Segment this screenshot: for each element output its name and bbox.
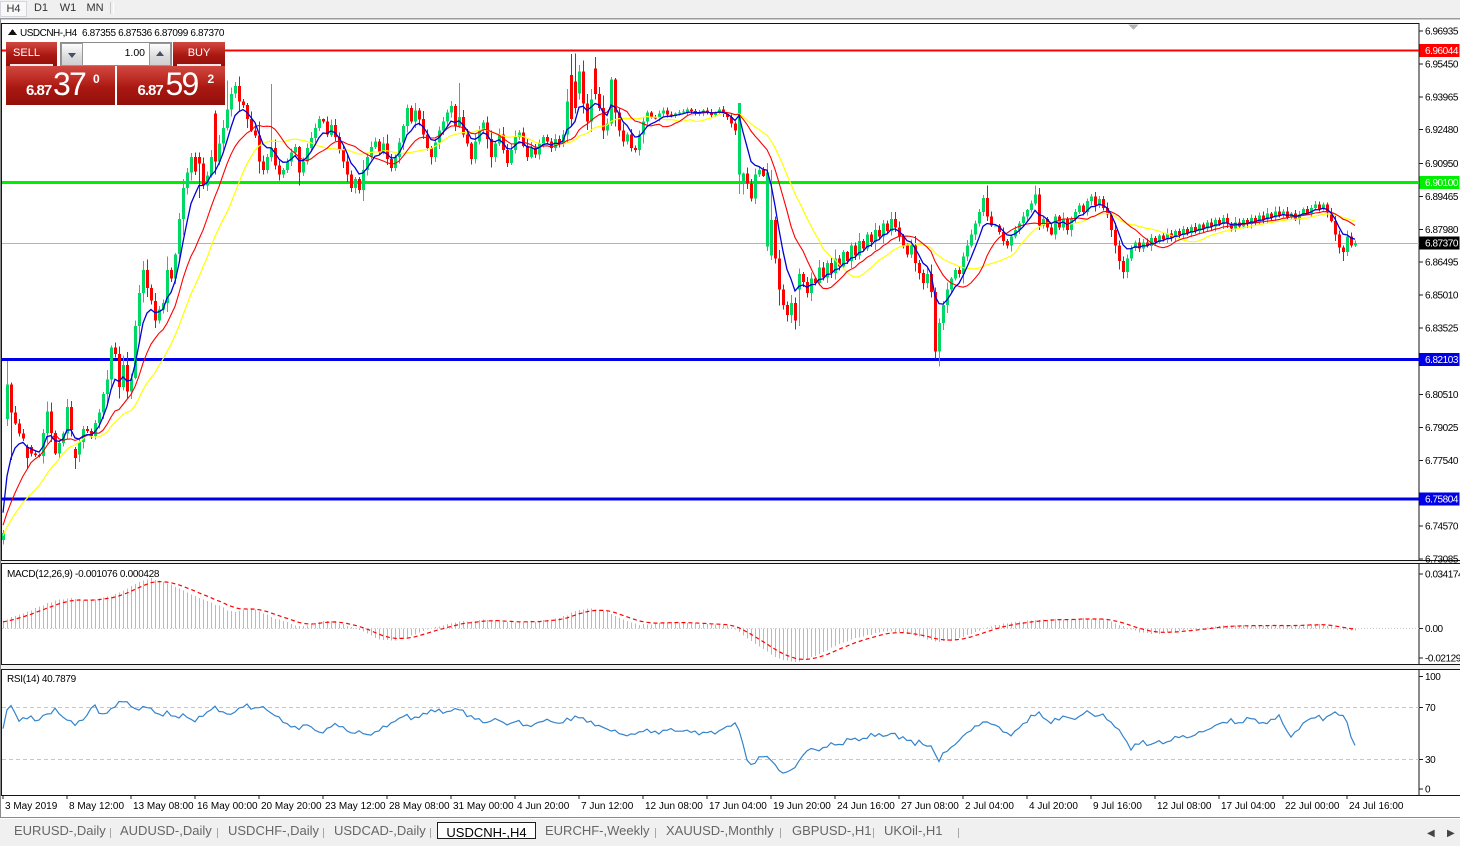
svg-text:12 Jul 08:00: 12 Jul 08:00 bbox=[1157, 801, 1212, 812]
svg-text:6.77540: 6.77540 bbox=[1425, 456, 1459, 467]
svg-text:6.93965: 6.93965 bbox=[1425, 92, 1459, 103]
svg-text:22 Jul 00:00: 22 Jul 00:00 bbox=[1285, 801, 1340, 812]
svg-text:6.96935: 6.96935 bbox=[1425, 27, 1459, 38]
svg-text:17 Jul 04:00: 17 Jul 04:00 bbox=[1221, 801, 1276, 812]
svg-text:30: 30 bbox=[1425, 755, 1436, 766]
svg-text:19 Jun 20:00: 19 Jun 20:00 bbox=[773, 801, 831, 812]
svg-text:100: 100 bbox=[1425, 672, 1441, 683]
svg-text:RSI(14) 40.7879: RSI(14) 40.7879 bbox=[7, 674, 77, 685]
svg-text:12 Jun 08:00: 12 Jun 08:00 bbox=[645, 801, 703, 812]
svg-text:6.89465: 6.89465 bbox=[1425, 192, 1459, 203]
svg-text:6.86495: 6.86495 bbox=[1425, 258, 1459, 269]
svg-text:0.034174: 0.034174 bbox=[1425, 570, 1460, 581]
svg-text:0.00: 0.00 bbox=[1425, 624, 1444, 635]
svg-text:6.90100: 6.90100 bbox=[1425, 178, 1459, 189]
svg-text:6.87370: 6.87370 bbox=[1425, 238, 1459, 249]
svg-text:16 May 00:00: 16 May 00:00 bbox=[197, 801, 258, 812]
svg-text:6.90950: 6.90950 bbox=[1425, 159, 1459, 170]
svg-text:MACD(12,26,9) -0.001076 0.0004: MACD(12,26,9) -0.001076 0.000428 bbox=[7, 569, 160, 580]
svg-text:3 May 2019: 3 May 2019 bbox=[5, 801, 58, 812]
svg-text:9 Jul 16:00: 9 Jul 16:00 bbox=[1093, 801, 1142, 812]
svg-text:6.95450: 6.95450 bbox=[1425, 59, 1459, 70]
svg-text:24 Jul 16:00: 24 Jul 16:00 bbox=[1349, 801, 1404, 812]
svg-text:13 May 08:00: 13 May 08:00 bbox=[133, 801, 194, 812]
svg-text:6.80510: 6.80510 bbox=[1425, 390, 1459, 401]
svg-text:6.83525: 6.83525 bbox=[1425, 323, 1459, 334]
svg-text:4 Jun 20:00: 4 Jun 20:00 bbox=[517, 801, 570, 812]
svg-text:USDCNH-,H4: USDCNH-,H4 bbox=[20, 28, 78, 39]
svg-text:6.87355 6.87536 6.87099 6.8737: 6.87355 6.87536 6.87099 6.87370 bbox=[82, 28, 225, 39]
svg-text:6.87980: 6.87980 bbox=[1425, 225, 1459, 236]
svg-text:31 May 00:00: 31 May 00:00 bbox=[453, 801, 514, 812]
svg-text:-0.021296: -0.021296 bbox=[1425, 654, 1460, 665]
svg-text:6.92480: 6.92480 bbox=[1425, 125, 1459, 136]
svg-text:6.79025: 6.79025 bbox=[1425, 423, 1459, 434]
svg-text:20 May 20:00: 20 May 20:00 bbox=[261, 801, 322, 812]
svg-text:6.75804: 6.75804 bbox=[1425, 494, 1459, 505]
svg-text:17 Jun 04:00: 17 Jun 04:00 bbox=[709, 801, 767, 812]
svg-text:4 Jul 20:00: 4 Jul 20:00 bbox=[1029, 801, 1078, 812]
svg-text:6.85010: 6.85010 bbox=[1425, 291, 1459, 302]
svg-text:8 May 12:00: 8 May 12:00 bbox=[69, 801, 124, 812]
svg-text:6.96044: 6.96044 bbox=[1425, 46, 1459, 57]
svg-text:24 Jun 16:00: 24 Jun 16:00 bbox=[837, 801, 895, 812]
svg-text:6.74570: 6.74570 bbox=[1425, 522, 1459, 533]
svg-text:6.82103: 6.82103 bbox=[1425, 355, 1459, 366]
svg-text:27 Jun 08:00: 27 Jun 08:00 bbox=[901, 801, 959, 812]
svg-text:70: 70 bbox=[1425, 703, 1436, 714]
svg-text:2 Jul 04:00: 2 Jul 04:00 bbox=[965, 801, 1014, 812]
svg-text:7 Jun 12:00: 7 Jun 12:00 bbox=[581, 801, 634, 812]
svg-text:28 May 08:00: 28 May 08:00 bbox=[389, 801, 450, 812]
svg-text:6.73085: 6.73085 bbox=[1425, 555, 1459, 566]
svg-text:0: 0 bbox=[1425, 784, 1431, 795]
svg-text:23 May 12:00: 23 May 12:00 bbox=[325, 801, 386, 812]
